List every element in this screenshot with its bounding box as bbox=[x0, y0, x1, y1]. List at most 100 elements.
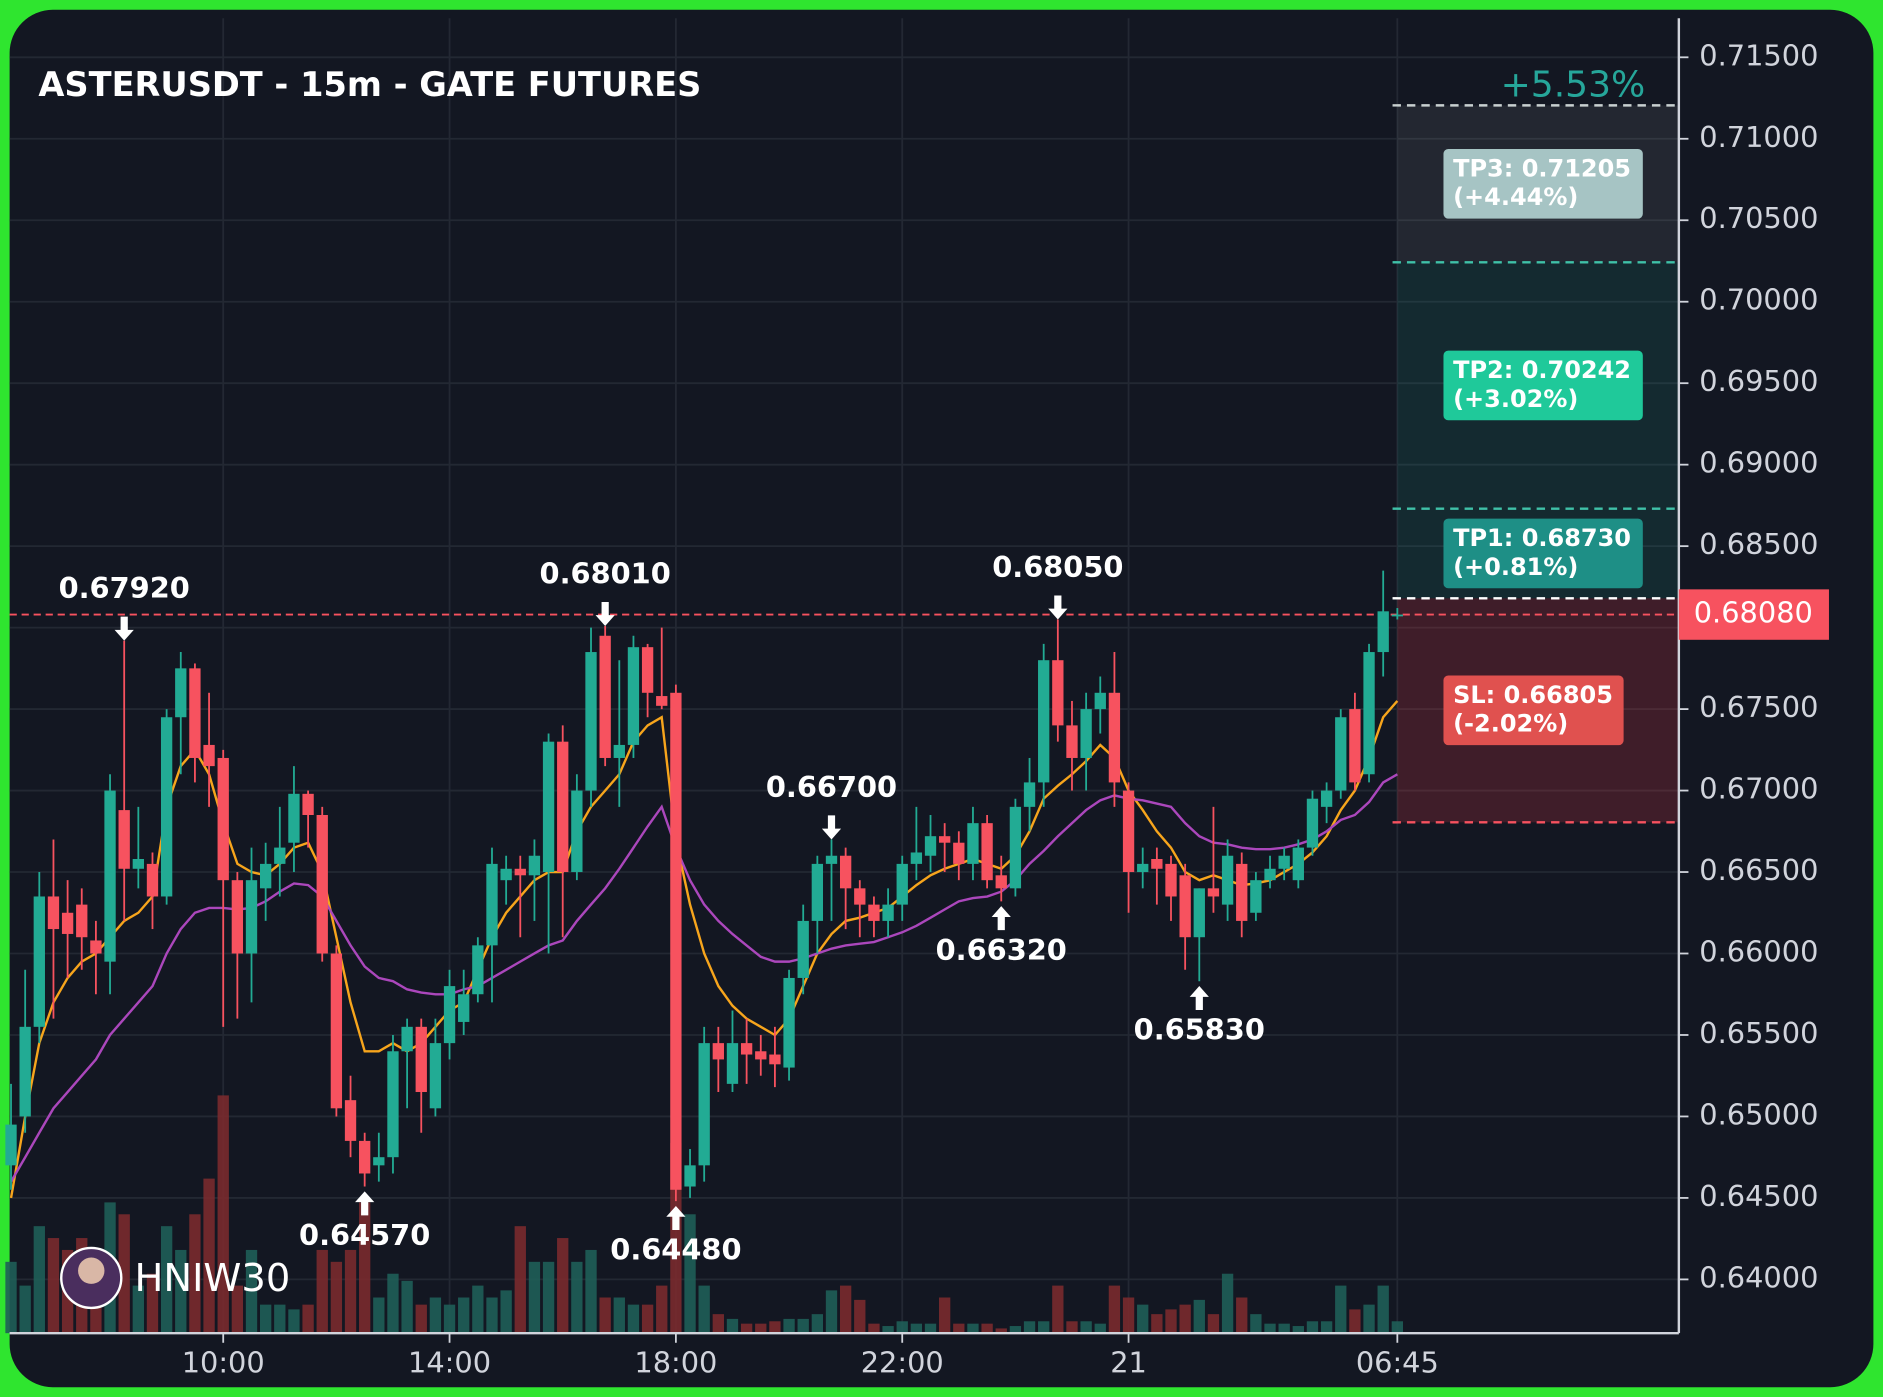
candle-body bbox=[1023, 782, 1036, 807]
y-tick-label: 0.69500 bbox=[1699, 364, 1818, 398]
candle-body bbox=[755, 1051, 767, 1060]
volume-bar bbox=[924, 1323, 937, 1334]
annotation-label: 0.68010 bbox=[540, 557, 671, 591]
last-price-label: 0.68080 bbox=[1694, 596, 1813, 630]
volume-bar bbox=[755, 1323, 767, 1334]
candle-body bbox=[528, 855, 541, 876]
volume-bar bbox=[1122, 1297, 1135, 1334]
plot: 0.64000 0.64500 0.65000 0.65500 0.66000 0.665… bbox=[5, 18, 1829, 1379]
candle-body bbox=[274, 847, 286, 864]
volume-bar bbox=[542, 1261, 555, 1334]
candle-body bbox=[1151, 858, 1163, 869]
volume-bar bbox=[231, 1285, 244, 1334]
volume-bar bbox=[684, 1214, 696, 1334]
volume-bar bbox=[458, 1297, 470, 1334]
candle-body bbox=[1122, 790, 1135, 873]
candle-body bbox=[415, 1026, 427, 1093]
annotation-arrow bbox=[595, 601, 615, 626]
level-box bbox=[1443, 149, 1643, 219]
candle-body bbox=[160, 717, 173, 897]
candle-body bbox=[1165, 863, 1177, 897]
candle-body bbox=[712, 1043, 724, 1060]
volume-bar bbox=[882, 1326, 894, 1334]
annotation-arrow bbox=[666, 1205, 686, 1231]
annotation-label: 0.64480 bbox=[610, 1233, 741, 1267]
candle-body bbox=[104, 790, 116, 962]
candle-body bbox=[811, 863, 824, 921]
annotation-arrow bbox=[355, 1191, 375, 1216]
candle-body bbox=[627, 647, 640, 745]
volume-bar bbox=[146, 1273, 159, 1334]
volume-bar bbox=[1363, 1304, 1375, 1334]
candle-body bbox=[981, 823, 993, 881]
candle-body bbox=[302, 793, 314, 816]
volume-bar bbox=[811, 1314, 824, 1334]
volume-bar bbox=[868, 1323, 880, 1334]
candle-body bbox=[557, 741, 569, 873]
candle-body bbox=[1250, 880, 1262, 913]
y-tick-label: 0.65500 bbox=[1699, 1016, 1818, 1050]
x-tick-label: 22:00 bbox=[861, 1345, 944, 1379]
volume-bar bbox=[1080, 1321, 1092, 1334]
y-tick-label: 0.66500 bbox=[1699, 853, 1818, 887]
annotation-label: 0.66700 bbox=[766, 770, 897, 804]
candle-body bbox=[203, 744, 215, 767]
candle-body bbox=[245, 880, 258, 954]
volume-bar bbox=[359, 1202, 371, 1334]
candle-body bbox=[613, 744, 625, 758]
volume-bar bbox=[5, 1261, 17, 1334]
volume-bar bbox=[783, 1318, 795, 1334]
candle-body bbox=[387, 1051, 399, 1158]
candle-body bbox=[1009, 806, 1022, 889]
candle-body bbox=[231, 880, 244, 954]
volume-bar bbox=[316, 1249, 328, 1334]
candle-body bbox=[1320, 790, 1333, 807]
volume-bar bbox=[302, 1304, 314, 1334]
candle-body bbox=[854, 888, 866, 905]
volume-bar bbox=[825, 1290, 838, 1334]
volume-bar bbox=[1349, 1309, 1361, 1334]
candle-body bbox=[429, 1043, 442, 1109]
volume-bar bbox=[160, 1226, 173, 1334]
x-tick-label: 10:00 bbox=[182, 1345, 265, 1379]
level-change: (+0.81%) bbox=[1453, 553, 1578, 581]
volume-bar bbox=[514, 1226, 526, 1334]
volume-bar bbox=[1278, 1323, 1290, 1334]
level-change: (+3.02%) bbox=[1453, 385, 1578, 413]
volume-bar bbox=[1038, 1321, 1050, 1334]
candle-body bbox=[76, 904, 88, 938]
volume-bar bbox=[1179, 1304, 1191, 1334]
candle-body bbox=[500, 868, 512, 881]
candle-body bbox=[1221, 855, 1234, 905]
y-tick-label: 0.69000 bbox=[1699, 446, 1818, 480]
annotation-arrow bbox=[1189, 986, 1209, 1011]
candle-body bbox=[146, 863, 159, 897]
annotation-label: 0.68050 bbox=[992, 550, 1123, 584]
candle-body bbox=[670, 692, 682, 1190]
volume-bar bbox=[641, 1304, 654, 1334]
candle-body bbox=[217, 757, 229, 881]
candle-body bbox=[472, 945, 484, 995]
candle-body bbox=[939, 836, 951, 843]
candle-body bbox=[47, 896, 60, 930]
candle-body bbox=[656, 696, 668, 706]
candle-body bbox=[726, 1043, 739, 1084]
annotation-label: 0.66320 bbox=[936, 933, 1067, 967]
chart-title: ASTERUSDT - 15m - GATE FUTURES bbox=[38, 65, 701, 104]
volume-bar bbox=[203, 1178, 215, 1334]
candle-body bbox=[443, 986, 456, 1044]
volume-bar bbox=[1066, 1321, 1078, 1334]
volume-bar bbox=[1250, 1314, 1262, 1334]
annotation-arrow bbox=[991, 906, 1011, 931]
candle-body bbox=[330, 953, 343, 1109]
candle-body bbox=[514, 868, 526, 876]
volume-bar bbox=[1207, 1314, 1220, 1334]
volume-bar bbox=[373, 1297, 385, 1334]
candle-body bbox=[1207, 888, 1220, 897]
volume-bar bbox=[571, 1261, 583, 1334]
candle-body bbox=[797, 920, 809, 978]
candle-body bbox=[783, 977, 795, 1068]
y-tick-label: 0.68500 bbox=[1699, 527, 1818, 561]
